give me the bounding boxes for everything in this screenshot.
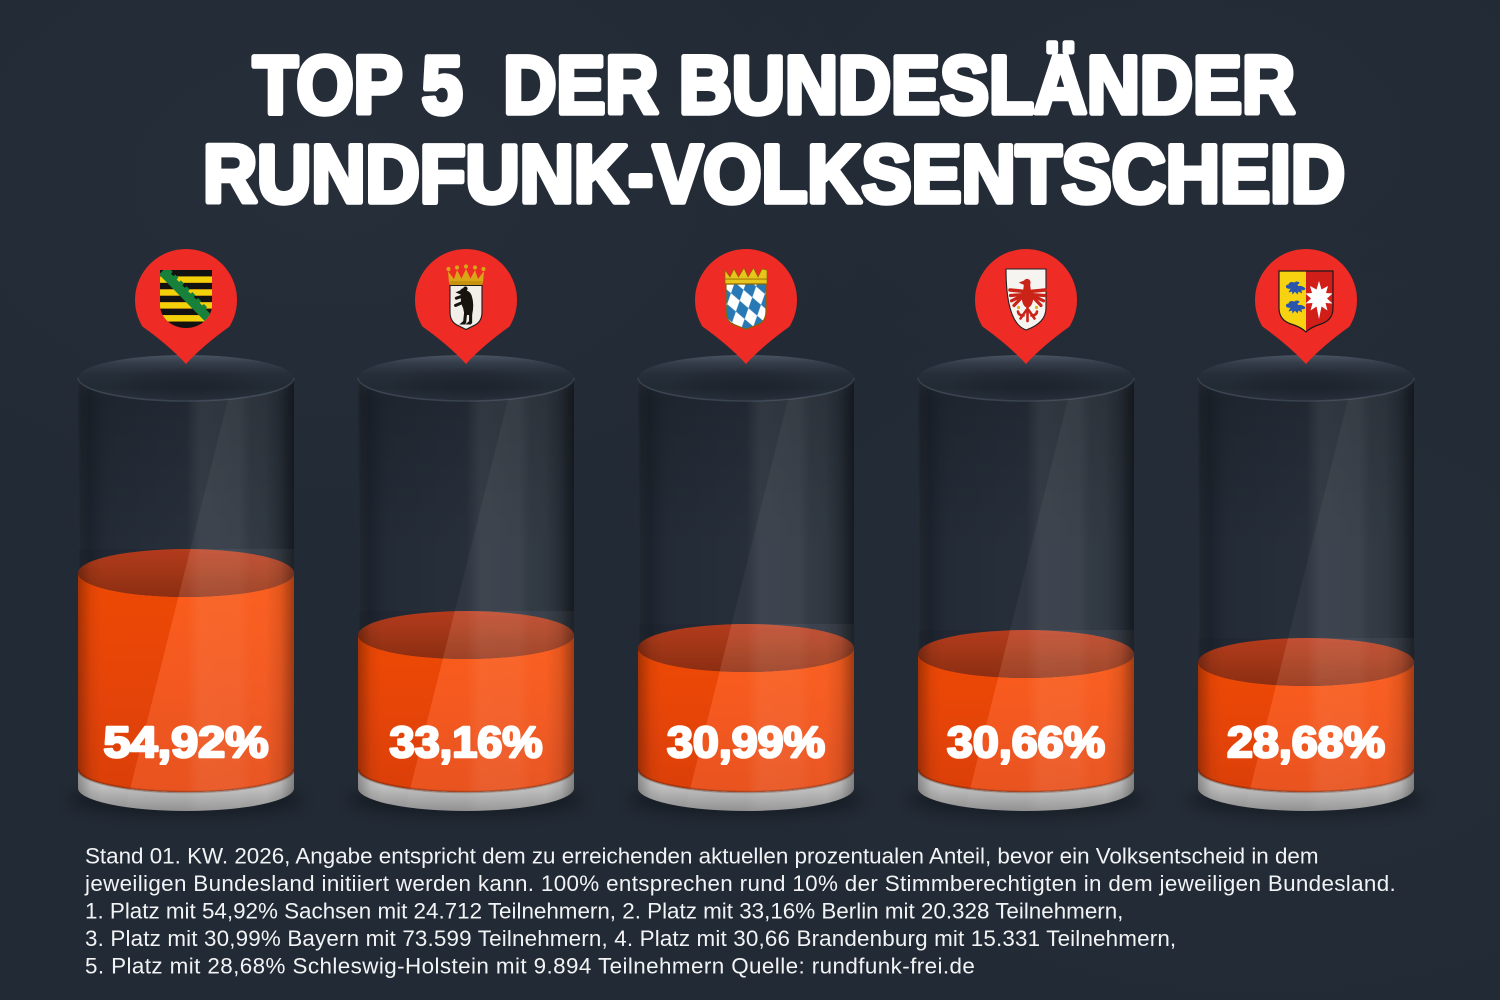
svg-text:5. Platz mit 28,68% Schleswig-: 5. Platz mit 28,68% Schleswig-Holstein m… xyxy=(85,954,975,979)
svg-text:30,66%: 30,66% xyxy=(947,718,1105,767)
svg-text:TOP 5 DER BUNDESLÄNDER: TOP 5 DER BUNDESLÄNDER xyxy=(253,40,1295,131)
svg-text:RUNDFUNK-VOLKSENTSCHEID: RUNDFUNK-VOLKSENTSCHEID xyxy=(203,129,1345,220)
svg-text:Stand 01. KW. 2026, Angabe ent: Stand 01. KW. 2026, Angabe entspricht de… xyxy=(85,844,1319,869)
svg-text:3. Platz mit 30,99% Bayern mit: 3. Platz mit 30,99% Bayern mit 73.599 Te… xyxy=(85,926,1176,951)
svg-text:28,68%: 28,68% xyxy=(1227,718,1385,767)
svg-text:1. Platz mit 54,92% Sachsen mi: 1. Platz mit 54,92% Sachsen mit 24.712 T… xyxy=(85,899,1123,924)
svg-text:33,16%: 33,16% xyxy=(390,718,543,767)
svg-text:30,99%: 30,99% xyxy=(667,718,825,767)
svg-text:54,92%: 54,92% xyxy=(104,718,269,767)
svg-text:jeweiligen Bundesland initiier: jeweiligen Bundesland initiiert werden k… xyxy=(84,871,1396,896)
